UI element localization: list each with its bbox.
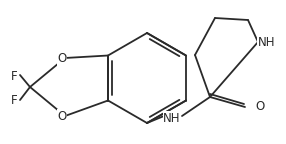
Text: NH: NH — [258, 36, 275, 49]
Text: F: F — [11, 70, 18, 83]
Text: NH: NH — [163, 111, 181, 125]
Text: O: O — [57, 53, 67, 66]
Text: O: O — [255, 101, 264, 113]
Text: O: O — [57, 109, 67, 123]
Text: F: F — [11, 93, 18, 107]
